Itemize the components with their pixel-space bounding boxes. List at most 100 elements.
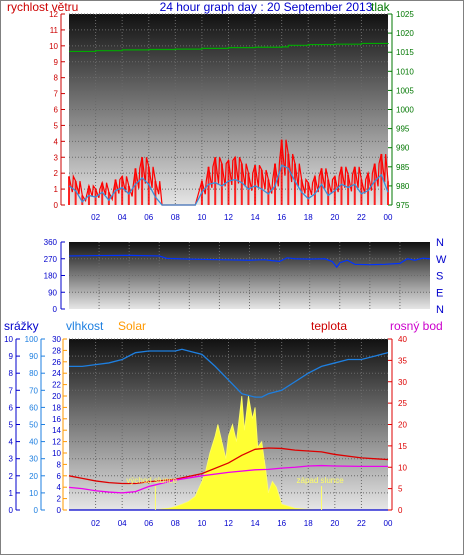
direction-axis-tick-label: 90	[48, 288, 57, 297]
rain-axis-tick-label: 4	[9, 438, 14, 447]
wind-x-tick-label: 04	[118, 213, 127, 222]
wind-gust-bar	[340, 166, 343, 205]
humidity-line	[69, 348, 389, 398]
temperature-axis-tick-label: 5	[398, 485, 403, 494]
pressure-axis-tick-label: 1025	[396, 10, 414, 19]
wind-axis-tick-label: 9	[54, 58, 59, 67]
solar-axis-tick-label: 30	[52, 335, 61, 344]
wind-x-tick-label: 00	[384, 213, 393, 222]
humidity-axis-tick-label: 90	[29, 352, 38, 361]
pressure-axis: 975 980 985 990 995 1000 1005 1010 1015 1020 1025	[388, 10, 414, 210]
wind-gust-bar	[74, 181, 77, 205]
rain-axis-tick-label: 10	[4, 335, 13, 344]
wind-axis-tick-label: 2	[54, 169, 59, 178]
direction-axis-tick-label: 360	[44, 238, 58, 247]
wind-average-series	[68, 164, 389, 206]
temperature-axis-tick-label: 40	[398, 335, 407, 344]
wind-gust-bar	[68, 176, 70, 205]
solar-axis-tick-label: 12	[52, 438, 61, 447]
wind-gust-bar	[280, 139, 283, 205]
solar-axis-tick-label: 10	[52, 449, 61, 458]
pressure-line	[69, 42, 389, 53]
pressure-axis-tick-label: 975	[396, 201, 410, 210]
wind-gust-bar	[141, 157, 144, 205]
solar-axis-tick-label: 28	[52, 346, 61, 355]
wind-x-axis: 02 04 06 08 10 12 14 16 18 20 22 00	[91, 213, 393, 222]
dew-point-line	[68, 464, 388, 494]
wind-gust-bar	[134, 168, 137, 205]
compass-label: W	[436, 254, 447, 266]
wind-gust-bar	[81, 195, 84, 205]
wind-axis-tick-label: 5	[54, 121, 59, 130]
wind-x-tick-label: 18	[304, 213, 313, 222]
compass-label: E	[436, 287, 443, 299]
pressure-axis-tick-label: 1005	[396, 86, 414, 95]
climate-x-tick-label: 02	[91, 519, 100, 528]
wind-gust-bar	[267, 179, 270, 205]
wind-axis-tick-label: 11	[50, 26, 59, 35]
climate-x-tick-label: 18	[304, 519, 313, 528]
compass-label: N	[436, 304, 444, 316]
solar-axis-tick-label: 2	[57, 495, 62, 504]
wind-gust-bar	[353, 166, 356, 205]
wind-gust-bar	[327, 179, 330, 205]
wind-x-tick-label: 14	[251, 213, 260, 222]
climate-x-tick-label: 08	[171, 519, 180, 528]
solar-axis-tick-label: 0	[57, 506, 62, 515]
temperature-axis-tick-label: 20	[398, 421, 407, 430]
sun-markers: východ slunce západ slunce	[126, 476, 344, 510]
dew-point-series	[68, 464, 388, 494]
wind-average-line	[68, 164, 389, 206]
temperature-axis-tick-label: 10	[398, 463, 407, 472]
solar-axis-tick-label: 18	[52, 403, 61, 412]
humidity-series	[69, 348, 389, 398]
rain-axis-tick-label: 7	[9, 386, 14, 395]
wind-direction-series	[68, 254, 431, 269]
pressure-axis-tick-label: 1010	[396, 67, 414, 76]
solar-series	[155, 395, 388, 511]
compass-label: N	[436, 237, 444, 249]
wind-axis-tick-label: 8	[54, 74, 59, 83]
humidity-axis-tick-label: 0	[34, 506, 39, 515]
climate-x-tick-label: 10	[197, 519, 206, 528]
solar-axis-tick-label: 24	[52, 369, 61, 378]
wind-x-tick-label: 12	[224, 213, 233, 222]
wind-x-tick-label: 10	[197, 213, 206, 222]
pressure-title: tlak	[371, 0, 391, 14]
wind-gust-bar	[287, 154, 290, 205]
temperature-axis: 0 5 10 15 20 25 30 35 40	[388, 335, 407, 515]
humidity-axis-tick-label: 40	[29, 438, 38, 447]
wind-axis-tick-label: 7	[54, 90, 59, 99]
pressure-axis-tick-label: 980	[396, 182, 410, 191]
rain-axis-tick-label: 3	[9, 455, 14, 464]
wind-gust-bar	[380, 154, 383, 205]
temperature-axis-tick-label: 0	[398, 506, 403, 515]
compass-label: S	[436, 271, 443, 283]
rain-axis-tick-label: 6	[9, 403, 14, 412]
wind-gust-bar	[207, 166, 210, 205]
wind-axis-tick-label: 12	[49, 10, 58, 19]
wind-gust-bar	[127, 185, 130, 205]
wind-axis-tick-label: 3	[54, 153, 59, 162]
wind-gust-bar	[240, 163, 243, 205]
wind-gust-bar	[307, 182, 310, 205]
pressure-axis-tick-label: 1000	[396, 106, 414, 115]
wind-gust-bar	[260, 169, 263, 205]
climate-x-tick-label: 22	[357, 519, 366, 528]
climate-x-tick-label: 14	[251, 519, 260, 528]
sunrise-label: východ slunce	[126, 476, 177, 485]
temperature-axis-tick-label: 30	[398, 378, 407, 387]
wind-gust-bar	[114, 179, 117, 205]
pressure-series	[69, 42, 389, 53]
temperature-axis-tick-label: 35	[398, 356, 407, 365]
wind-gust-bar	[360, 179, 363, 205]
wind-gust-bar	[387, 181, 389, 205]
wind-x-tick-label: 16	[277, 213, 286, 222]
rain-axis-tick-label: 9	[9, 352, 14, 361]
solar-axis-tick-label: 16	[52, 415, 61, 424]
solar-area	[155, 395, 388, 511]
